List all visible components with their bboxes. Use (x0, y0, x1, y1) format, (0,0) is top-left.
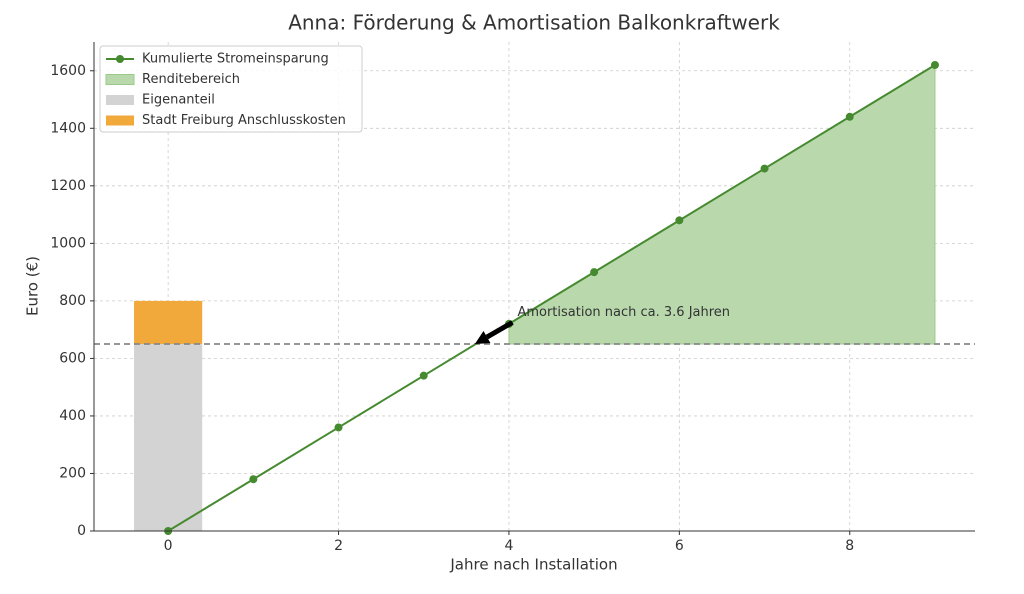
x-tick-label: 0 (164, 538, 173, 554)
x-tick-label: 6 (675, 538, 684, 554)
annotation-arrow (485, 320, 514, 340)
chart-title: Anna: Förderung & Amortisation Balkonkra… (288, 11, 780, 35)
y-tick-label: 1600 (50, 63, 86, 79)
legend-patch (106, 95, 134, 105)
legend-label: Stadt Freiburg Anschlusskosten (142, 113, 346, 128)
point (249, 475, 258, 484)
y-tick-label: 600 (59, 350, 86, 366)
y-tick-label: 800 (59, 293, 86, 309)
bar (134, 300, 203, 345)
point (760, 164, 769, 173)
legend-label: Kumulierte Stromeinsparung (142, 52, 329, 67)
legend-label: Eigenanteil (142, 93, 215, 108)
y-tick-label: 400 (59, 408, 86, 424)
y-tick-label: 1400 (50, 120, 86, 136)
x-axis-label: Jahre nach Installation (449, 556, 617, 574)
point (334, 423, 343, 432)
y-tick-label: 1000 (50, 235, 86, 251)
point (675, 216, 684, 225)
x-tick-label: 8 (845, 538, 854, 554)
legend-patch (106, 115, 134, 126)
y-tick-label: 0 (77, 523, 86, 539)
bar (134, 344, 203, 531)
legend-label: Renditebereich (142, 72, 240, 87)
point (930, 61, 939, 70)
annotation: Amortisation nach ca. 3.6 Jahren (517, 305, 730, 320)
point (845, 112, 854, 121)
y-tick-label: 1200 (50, 178, 86, 194)
point (419, 371, 428, 380)
line (167, 64, 936, 532)
y-tick-label: 200 (59, 465, 86, 481)
arrow-head (474, 330, 491, 345)
legend-box (99, 45, 363, 133)
point (590, 268, 599, 277)
area (508, 64, 936, 345)
y-axis-label: Euro (€) (24, 256, 42, 316)
legend-marker (116, 55, 124, 63)
x-tick-label: 4 (504, 538, 513, 554)
x-tick-label: 2 (334, 538, 343, 554)
legend-patch (105, 74, 135, 85)
